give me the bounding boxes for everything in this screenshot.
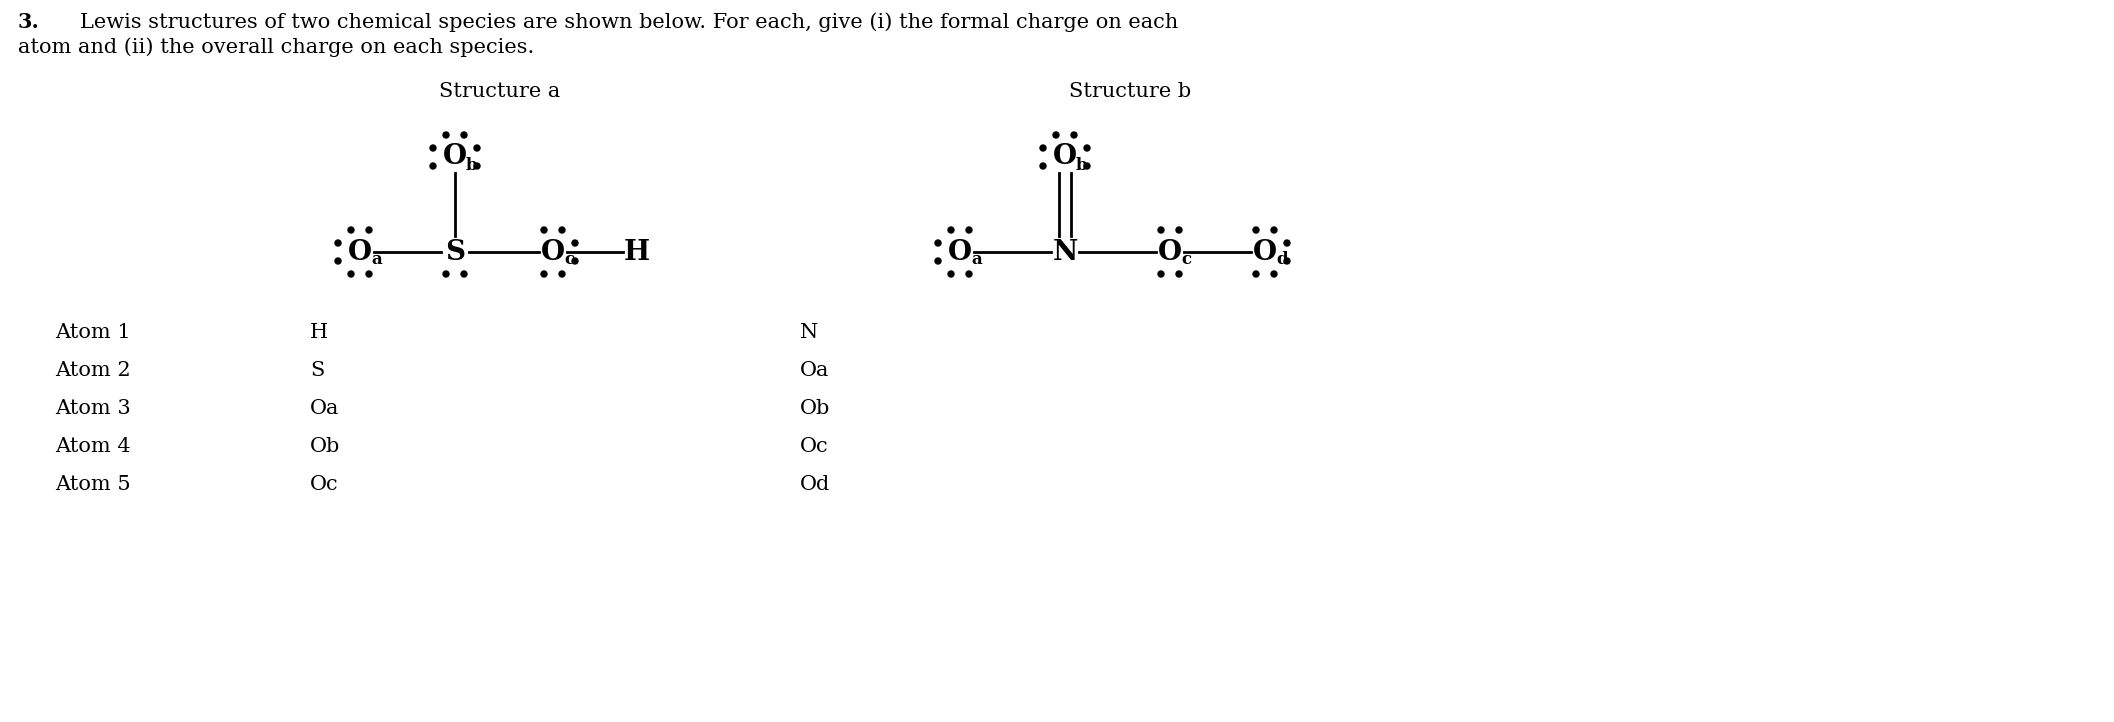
Text: Oc: Oc bbox=[799, 437, 829, 456]
Circle shape bbox=[1283, 258, 1290, 264]
Circle shape bbox=[1040, 145, 1046, 151]
Text: Atom 5: Atom 5 bbox=[55, 474, 131, 494]
Circle shape bbox=[1072, 132, 1076, 138]
Circle shape bbox=[1040, 163, 1046, 169]
Text: Atom 4: Atom 4 bbox=[55, 437, 131, 456]
Text: N: N bbox=[1053, 238, 1078, 266]
Text: Oa: Oa bbox=[311, 399, 340, 417]
Text: b: b bbox=[465, 157, 478, 173]
Circle shape bbox=[1175, 227, 1182, 233]
Text: a: a bbox=[370, 251, 383, 269]
Text: Structure b: Structure b bbox=[1070, 82, 1190, 101]
Circle shape bbox=[541, 271, 548, 277]
Text: O: O bbox=[1053, 144, 1076, 170]
Circle shape bbox=[429, 163, 435, 169]
Circle shape bbox=[444, 132, 448, 138]
Circle shape bbox=[1053, 132, 1059, 138]
Text: H: H bbox=[311, 323, 328, 342]
Circle shape bbox=[349, 227, 353, 233]
Text: S: S bbox=[446, 238, 465, 266]
Circle shape bbox=[429, 145, 435, 151]
Circle shape bbox=[966, 227, 972, 233]
Text: O: O bbox=[947, 238, 972, 266]
Circle shape bbox=[934, 258, 941, 264]
Text: N: N bbox=[799, 323, 818, 342]
Circle shape bbox=[366, 227, 372, 233]
Circle shape bbox=[334, 240, 340, 246]
Text: O: O bbox=[1254, 238, 1277, 266]
Circle shape bbox=[1175, 271, 1182, 277]
Circle shape bbox=[573, 258, 577, 264]
Circle shape bbox=[474, 163, 480, 169]
Text: Structure a: Structure a bbox=[440, 82, 560, 101]
Text: a: a bbox=[970, 251, 981, 269]
Circle shape bbox=[1158, 227, 1165, 233]
Text: c: c bbox=[1182, 251, 1190, 269]
Circle shape bbox=[366, 271, 372, 277]
Circle shape bbox=[947, 227, 953, 233]
Circle shape bbox=[558, 271, 564, 277]
Circle shape bbox=[947, 271, 953, 277]
Text: b: b bbox=[1076, 157, 1087, 173]
Text: c: c bbox=[564, 251, 575, 269]
Text: Oa: Oa bbox=[799, 360, 829, 380]
Circle shape bbox=[541, 227, 548, 233]
Text: d: d bbox=[1277, 251, 1287, 269]
Text: O: O bbox=[541, 238, 564, 266]
Text: Atom 3: Atom 3 bbox=[55, 399, 131, 417]
Circle shape bbox=[1254, 271, 1260, 277]
Text: Atom 2: Atom 2 bbox=[55, 360, 131, 380]
Text: O: O bbox=[444, 144, 467, 170]
Text: Atom 1: Atom 1 bbox=[55, 323, 131, 342]
Text: 3.: 3. bbox=[19, 12, 40, 32]
Text: Oc: Oc bbox=[311, 474, 338, 494]
Circle shape bbox=[461, 271, 467, 277]
Circle shape bbox=[474, 145, 480, 151]
Text: Od: Od bbox=[799, 474, 831, 494]
Text: atom and (ii) the overall charge on each species.: atom and (ii) the overall charge on each… bbox=[19, 37, 535, 56]
Circle shape bbox=[444, 271, 448, 277]
Circle shape bbox=[1271, 227, 1277, 233]
Text: Lewis structures of two chemical species are shown below. For each, give (i) the: Lewis structures of two chemical species… bbox=[80, 12, 1177, 32]
Circle shape bbox=[1084, 145, 1091, 151]
Text: Ob: Ob bbox=[311, 437, 340, 456]
Circle shape bbox=[1254, 227, 1260, 233]
Circle shape bbox=[1158, 271, 1165, 277]
Circle shape bbox=[1283, 240, 1290, 246]
Circle shape bbox=[349, 271, 353, 277]
Circle shape bbox=[966, 271, 972, 277]
Circle shape bbox=[1271, 271, 1277, 277]
Text: Ob: Ob bbox=[799, 399, 831, 417]
Circle shape bbox=[461, 132, 467, 138]
Circle shape bbox=[558, 227, 564, 233]
Text: O: O bbox=[1158, 238, 1182, 266]
Text: S: S bbox=[311, 360, 323, 380]
Circle shape bbox=[573, 240, 577, 246]
Circle shape bbox=[934, 240, 941, 246]
Circle shape bbox=[334, 258, 340, 264]
Text: H: H bbox=[624, 238, 651, 266]
Circle shape bbox=[1084, 163, 1091, 169]
Text: O: O bbox=[349, 238, 372, 266]
